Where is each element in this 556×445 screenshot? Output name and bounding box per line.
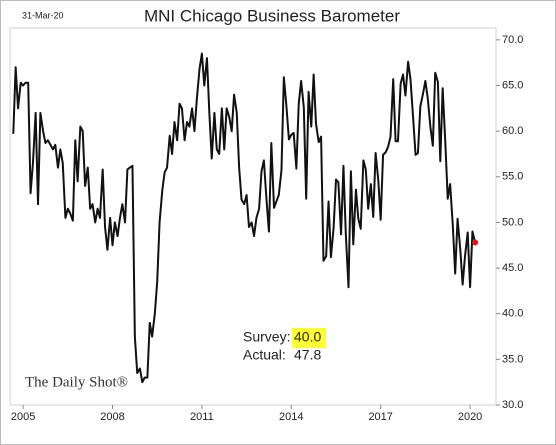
y-tick-label: 70.0 — [502, 34, 523, 46]
actual-value: 47.8 — [294, 347, 321, 363]
date-label: 31-Mar-20 — [22, 10, 64, 20]
y-tick-label: 60.0 — [502, 125, 523, 137]
chart-title: MNI Chicago Business Barometer — [144, 6, 400, 25]
survey-value: 40.0 — [294, 329, 321, 345]
actual-label: Actual: — [243, 347, 286, 363]
end-marker — [472, 239, 479, 246]
x-tick-label: 2008 — [100, 411, 124, 423]
y-tick-label: 50.0 — [502, 216, 523, 228]
plot-frame — [9, 27, 497, 406]
y-tick-label: 35.0 — [502, 353, 523, 365]
survey-label: Survey: — [243, 329, 290, 345]
y-tick-label: 55.0 — [502, 171, 523, 183]
highlight — [292, 328, 326, 348]
x-tick-label: 2005 — [11, 411, 35, 423]
source: The Daily Shot® — [25, 374, 128, 390]
y-tick-label: 40.0 — [502, 308, 523, 320]
y-tick-label: 30.0 — [502, 399, 523, 411]
x-tick-label: 2020 — [458, 411, 482, 423]
x-tick-label: 2014 — [279, 411, 303, 423]
y-tick-label: 45.0 — [502, 262, 523, 274]
x-tick-label: 2017 — [368, 411, 392, 423]
x-tick-label: 2011 — [190, 411, 214, 423]
line — [12, 52, 477, 384]
y-tick-label: 65.0 — [502, 79, 523, 91]
